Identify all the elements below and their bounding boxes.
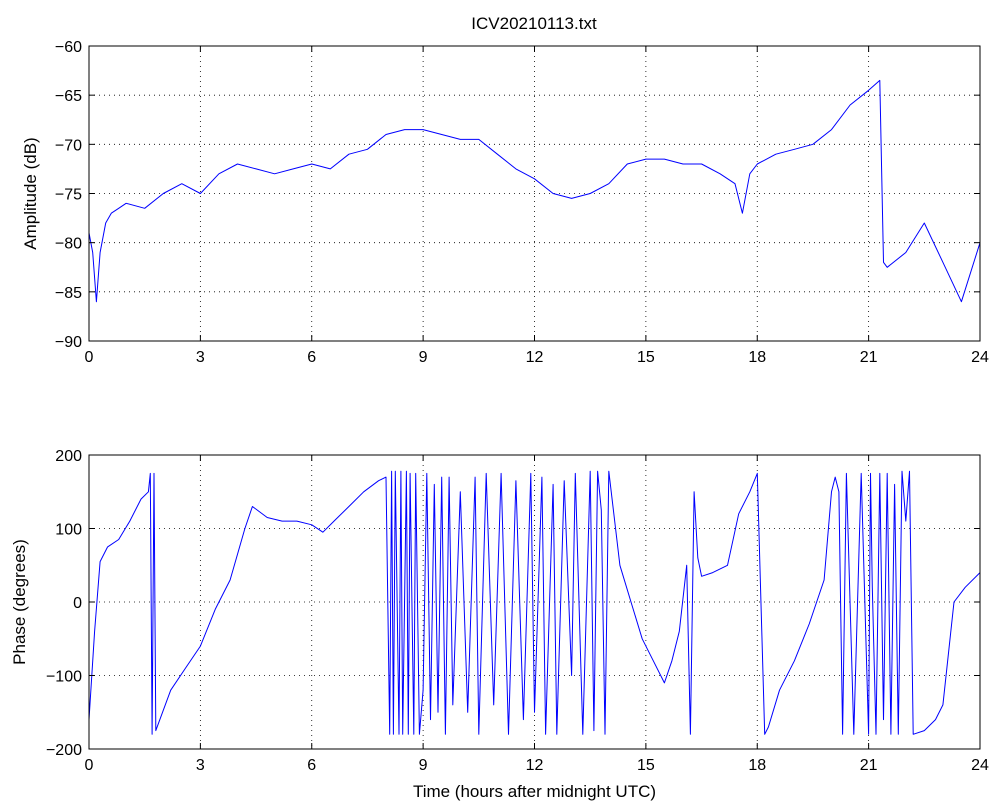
phase-y-tick-label: 200 xyxy=(55,448,82,465)
amplitude-x-tick-label: 15 xyxy=(637,349,655,366)
phase-y-axis-label: Phase (degrees) xyxy=(10,539,29,665)
phase-x-tick-label: 6 xyxy=(307,757,316,774)
phase-y-tick-label: 100 xyxy=(55,522,82,539)
phase-y-tick-label: 0 xyxy=(73,595,82,612)
phase-x-tick-label: 3 xyxy=(196,757,205,774)
phase-x-tick-label: 15 xyxy=(637,757,655,774)
amplitude-y-tick-label: −80 xyxy=(55,236,82,253)
amplitude-y-tick-label: −75 xyxy=(55,187,82,204)
phase-x-tick-label: 24 xyxy=(971,757,989,774)
phase-x-tick-label: 9 xyxy=(419,757,428,774)
phase-x-tick-label: 21 xyxy=(860,757,878,774)
amplitude-x-tick-label: 24 xyxy=(971,349,989,366)
phase-x-tick-label: 12 xyxy=(526,757,544,774)
amplitude-y-axis-label: Amplitude (dB) xyxy=(21,137,40,249)
amplitude-y-tick-label: −65 xyxy=(55,88,82,105)
amplitude-series-line xyxy=(88,79,981,303)
phase-panel: 0 3 6 9 12 15 18 21 24 −200 −100 0 100 200 Phase (degr… xyxy=(10,448,989,801)
amplitude-y-tick-label: −90 xyxy=(55,334,82,351)
chart-title: ICV20210113.txt xyxy=(471,14,597,33)
amplitude-x-tick-label: 0 xyxy=(85,349,94,366)
phase-series-line xyxy=(88,470,981,735)
amplitude-x-tick-label: 9 xyxy=(419,349,428,366)
phase-y-tick-label: −100 xyxy=(46,669,82,686)
amplitude-x-tick-label: 3 xyxy=(196,349,205,366)
phase-x-tick-label: 18 xyxy=(748,757,766,774)
amplitude-x-tick-label: 18 xyxy=(748,349,766,366)
amplitude-x-tick-label: 6 xyxy=(307,349,316,366)
amplitude-panel: 0 3 6 9 12 15 18 21 24 −90 −85 −80 −75 −70 −65 −60 Ampli… xyxy=(21,39,989,366)
amplitude-y-tick-label: −60 xyxy=(55,39,82,56)
amplitude-x-tick-label: 21 xyxy=(860,349,878,366)
phase-x-tick-label: 0 xyxy=(85,757,94,774)
phase-x-axis-label: Time (hours after midnight UTC) xyxy=(413,782,656,801)
phase-y-tick-label: −200 xyxy=(46,742,82,759)
amplitude-y-tick-label: −85 xyxy=(55,285,82,302)
amplitude-y-tick-label: −70 xyxy=(55,137,82,154)
amplitude-x-tick-label: 12 xyxy=(526,349,544,366)
